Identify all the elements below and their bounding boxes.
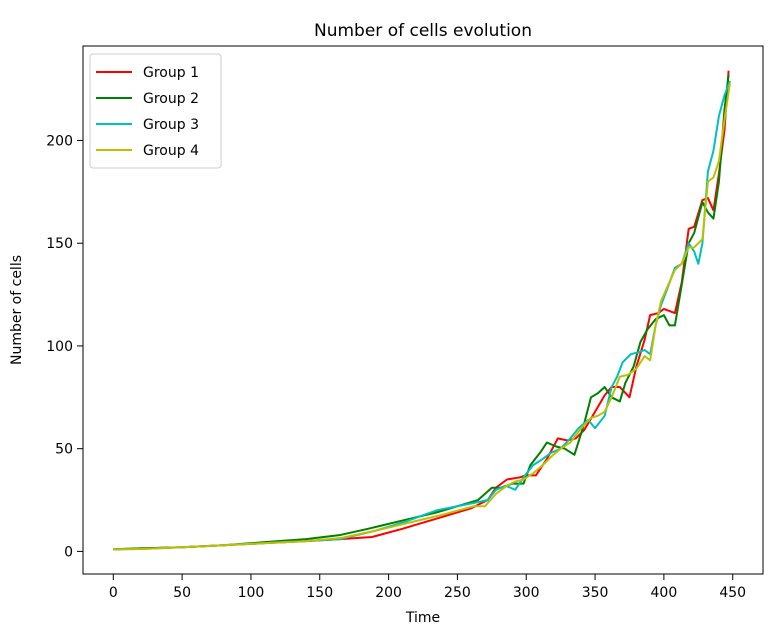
legend-label-group-3: Group 3 <box>143 117 199 133</box>
x-tick-label: 200 <box>375 585 402 601</box>
x-tick-label: 250 <box>444 585 471 601</box>
series-line-group-4 <box>113 82 731 551</box>
y-axis-ticks: 0 50 100 150 200 <box>46 134 83 560</box>
x-tick-label: 0 <box>109 585 118 601</box>
y-tick-label: 200 <box>46 134 73 150</box>
x-axis-ticks: 0 50 100 150 200 250 300 350 400 450 <box>109 574 746 601</box>
legend-box <box>89 53 222 169</box>
y-axis-label: Number of cells <box>9 255 25 365</box>
x-tick-label: 100 <box>238 585 265 601</box>
chart-title: Number of cells evolution <box>314 21 532 41</box>
x-tick-label: 300 <box>513 585 540 601</box>
legend: Group 1 Group 2 Group 3 Group 4 <box>89 53 222 169</box>
legend-label-group-4: Group 4 <box>143 143 199 159</box>
y-tick-label: 100 <box>46 339 73 355</box>
x-tick-label: 350 <box>582 585 609 601</box>
x-tick-label: 400 <box>651 585 678 601</box>
x-tick-label: 450 <box>719 585 746 601</box>
series-layer <box>113 70 731 551</box>
legend-label-group-1: Group 1 <box>143 65 199 81</box>
y-tick-label: 150 <box>46 236 73 252</box>
legend-label-group-2: Group 2 <box>143 91 199 107</box>
y-tick-label: 50 <box>55 442 73 458</box>
x-tick-label: 50 <box>173 585 191 601</box>
y-tick-label: 0 <box>64 544 73 560</box>
x-axis-label: Time <box>405 610 440 626</box>
x-tick-label: 150 <box>306 585 333 601</box>
